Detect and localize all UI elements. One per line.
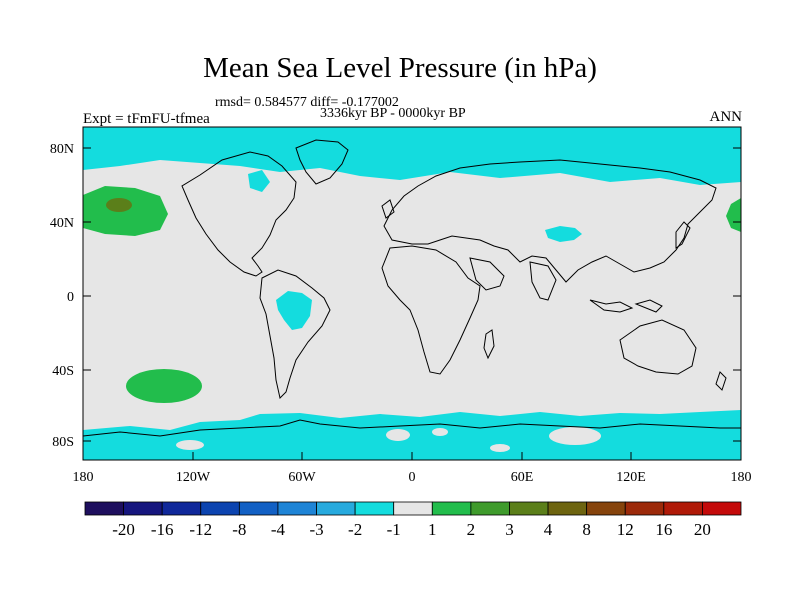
colorbar-label: 20: [694, 520, 711, 539]
colorbar-swatch: [624, 501, 665, 516]
colorbar-swatch: [277, 501, 317, 516]
lat-label-40s: 40S: [52, 364, 74, 379]
colorbar-label: -12: [189, 520, 212, 539]
colorbar-label: -16: [151, 520, 174, 539]
coastlines: [83, 139, 741, 437]
lat-label-40n: 40N: [50, 216, 74, 231]
colorbar-label: 4: [544, 520, 553, 539]
colorbar-swatch: [431, 501, 472, 516]
map-background: [83, 127, 741, 460]
colorbar-label: -4: [271, 520, 286, 539]
colorbar-label: 16: [655, 520, 672, 539]
colorbar-label: 3: [505, 520, 514, 539]
lat-tick-marks: [83, 147, 741, 442]
colorbar: -20 -16 -12 -8 -4 -3 -2 -1 1 2 3 4 8 12 16 20: [84, 501, 742, 539]
colorbar-swatch: [509, 501, 549, 516]
period-text: 3336kyr BP - 0000kyr BP: [320, 106, 466, 121]
colorbar-swatch: [547, 501, 588, 516]
colorbar-label: 12: [617, 520, 634, 539]
negative-anomaly-regions: [83, 127, 741, 460]
colorbar-swatch: [161, 501, 202, 516]
colorbar-swatch: [84, 501, 124, 516]
lat-label-80n: 80N: [50, 142, 74, 157]
colorbar-label: -8: [232, 520, 246, 539]
lon-tick-labels: 180 120W 60W 0 60E 120E 180: [73, 470, 752, 485]
lon-label-60e: 60E: [511, 470, 534, 485]
stats-text: rmsd= 0.584577 diff= -0.177002: [215, 95, 399, 110]
colorbar-label: -3: [309, 520, 323, 539]
colorbar-swatch: [200, 501, 240, 516]
colorbar-swatch: [238, 501, 279, 516]
colorbar-swatch: [354, 501, 395, 516]
colorbar-swatch: [663, 501, 703, 516]
colorbar-label: 1: [428, 520, 437, 539]
southern-gaps: [176, 427, 601, 452]
season-label: ANN: [709, 109, 743, 125]
lon-label-120w: 120W: [176, 470, 211, 485]
lon-tick-marks: [82, 452, 742, 460]
colorbar-label: -1: [387, 520, 401, 539]
colorbar-swatch: [470, 501, 510, 516]
colorbar-label: -2: [348, 520, 362, 539]
lat-label-80s: 80S: [52, 435, 74, 450]
colorbar-swatch: [123, 501, 163, 516]
lon-label-120e: 120E: [616, 470, 646, 485]
colorbar-swatch: [316, 501, 356, 516]
lon-label-60w: 60W: [288, 470, 316, 485]
lon-label-180-west: 180: [73, 470, 94, 485]
colorbar-swatch: [586, 501, 626, 516]
map-title: Mean Sea Level Pressure (in hPa): [203, 52, 597, 84]
lon-label-180-east: 180: [731, 470, 752, 485]
colorbar-label: 2: [467, 520, 476, 539]
lat-tick-labels: 80N 40N 0 40S 80S: [50, 142, 74, 450]
lat-label-0: 0: [67, 290, 74, 305]
colorbar-label: 8: [582, 520, 591, 539]
experiment-label: Expt = tFmFU-tfmea: [83, 111, 210, 127]
colorbar-label: -20: [112, 520, 135, 539]
positive-anomaly-regions: [83, 186, 741, 403]
colorbar-swatch: [702, 501, 742, 516]
lon-label-0: 0: [409, 470, 416, 485]
map-plot-area: [83, 127, 741, 460]
colorbar-swatch: [393, 501, 433, 516]
